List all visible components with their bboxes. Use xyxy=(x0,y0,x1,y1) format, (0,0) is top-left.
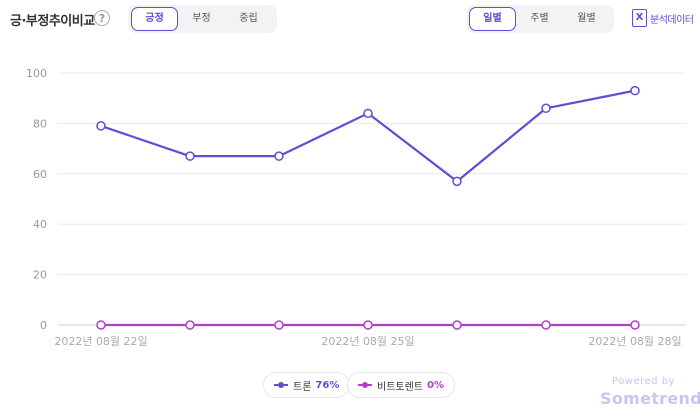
data-point[interactable] xyxy=(274,320,284,330)
legend-item-bittorrent[interactable]: 비트토렌트 0% xyxy=(347,372,455,398)
data-point[interactable] xyxy=(363,108,373,119)
excel-icon: X xyxy=(632,9,647,27)
x-tick-label: 2022년 08월 25일 xyxy=(321,334,414,348)
tab-daily[interactable]: 일별 xyxy=(469,7,516,31)
y-tick-label: 20 xyxy=(33,269,47,282)
data-point[interactable] xyxy=(185,320,195,330)
y-tick-label: 80 xyxy=(33,117,47,130)
legend-share: 0% xyxy=(427,379,444,391)
powered-by-text: Powered by xyxy=(612,376,675,387)
help-icon[interactable]: ? xyxy=(94,10,110,26)
x-tick-label: 2022년 08월 28일 xyxy=(588,334,681,348)
data-point[interactable] xyxy=(96,121,106,131)
legend-swatch xyxy=(358,381,372,389)
data-point[interactable] xyxy=(541,103,551,114)
y-tick-label: 60 xyxy=(33,168,47,181)
data-point[interactable] xyxy=(541,320,551,330)
data-point[interactable] xyxy=(630,85,640,96)
data-point[interactable] xyxy=(96,320,106,330)
legend-label: 비트토렌트 xyxy=(377,381,423,393)
export-data-label: 분석데이터 xyxy=(650,14,694,26)
data-point[interactable] xyxy=(452,320,462,330)
data-point[interactable] xyxy=(363,320,373,330)
legend-item-tron[interactable]: 트론 76% xyxy=(263,372,351,398)
tab-neutral[interactable]: 중립 xyxy=(239,13,258,24)
x-tick-label: 2022년 08월 22일 xyxy=(54,334,147,348)
tab-positive[interactable]: 긍정 xyxy=(131,7,178,31)
tab-negative[interactable]: 부정 xyxy=(192,13,211,24)
data-point[interactable] xyxy=(274,151,284,161)
legend-swatch xyxy=(274,381,288,389)
tab-monthly[interactable]: 월별 xyxy=(577,13,596,24)
y-tick-label: 100 xyxy=(26,67,47,80)
sentiment-tab-group: 긍정 부정 중립 xyxy=(128,5,277,33)
data-point[interactable] xyxy=(452,176,462,187)
data-point[interactable] xyxy=(185,151,195,161)
export-data-button[interactable]: X 분석데이터 xyxy=(632,9,694,27)
legend-label: 트론 xyxy=(293,381,312,393)
legend-share: 76% xyxy=(315,379,340,391)
series-line xyxy=(100,89,636,183)
data-point[interactable] xyxy=(630,320,640,330)
chart-title: 긍·부정추이비교 xyxy=(10,14,95,29)
period-tab-group: 일별 주별 월별 xyxy=(466,5,614,33)
y-tick-label: 0 xyxy=(40,319,47,332)
brand-logo: Sometrend xyxy=(600,389,700,408)
tab-weekly[interactable]: 주별 xyxy=(530,13,549,24)
y-tick-label: 40 xyxy=(33,218,47,231)
